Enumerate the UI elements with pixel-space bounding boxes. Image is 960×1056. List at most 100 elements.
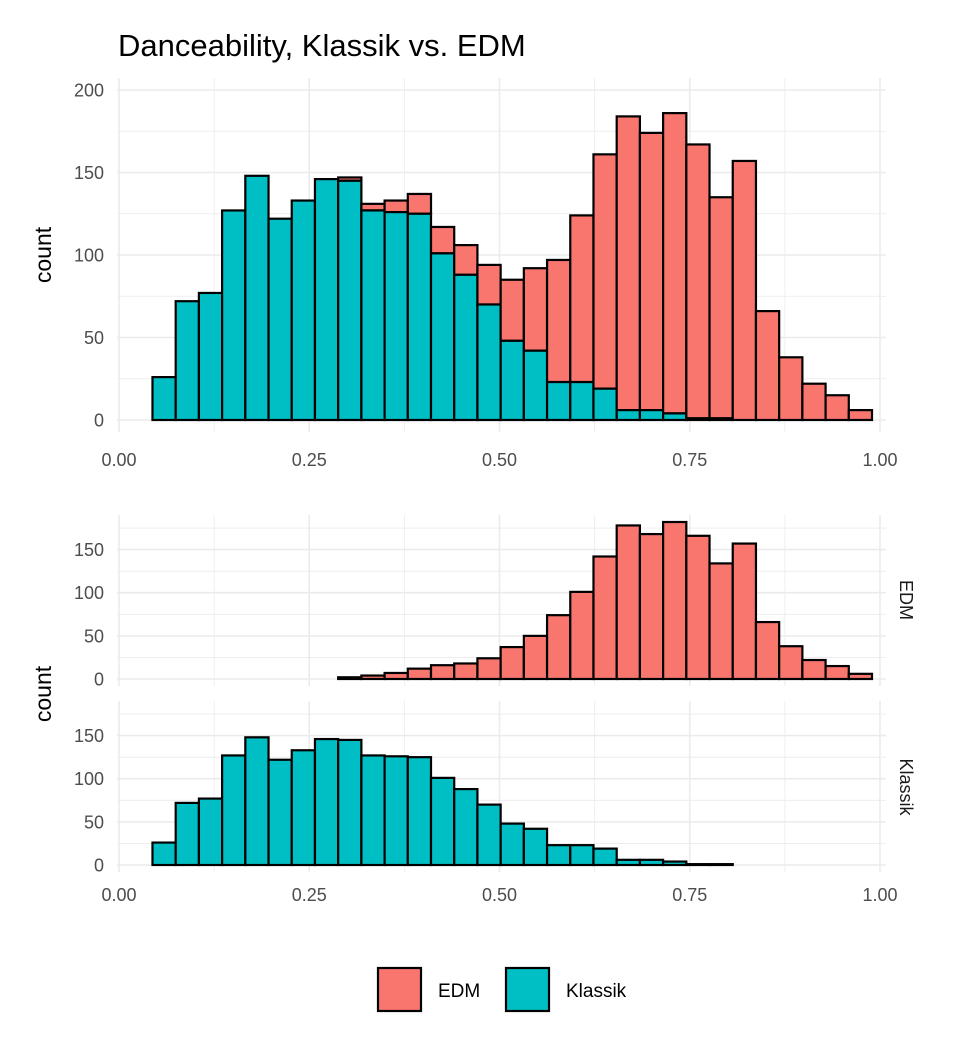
bar-klassik-stacked (453, 273, 479, 422)
bar-klassik (360, 754, 386, 867)
bar-edm-stacked (499, 278, 525, 342)
bar-edm-stacked (731, 159, 758, 422)
bar-edm (847, 672, 874, 681)
bar-edm-stacked (847, 409, 874, 422)
stacked-panel-y-axis-title: count (30, 226, 56, 283)
bar-klassik (499, 822, 525, 867)
bar-klassik (453, 787, 479, 867)
bar-klassik (545, 844, 572, 867)
bar-klassik-stacked (569, 380, 595, 422)
bar-edm (754, 620, 781, 681)
bar-klassik (476, 803, 502, 867)
x-tick-label: 0.75 (672, 885, 707, 905)
bar-edm (615, 524, 642, 681)
bar-klassik-stacked (337, 179, 363, 422)
y-tick-label: 0 (94, 856, 104, 876)
y-tick-label: 50 (84, 812, 104, 832)
legend-key-edm (376, 966, 423, 1013)
x-tick-label: 0.00 (101, 450, 136, 470)
bar-edm (360, 674, 386, 681)
bar-edm-stacked (476, 263, 502, 306)
bar-klassik-stacked (545, 380, 572, 422)
bar-klassik-stacked (244, 174, 270, 422)
bar-edm-stacked (615, 115, 642, 412)
bar-klassik (429, 776, 456, 867)
edm-facet-bars (337, 520, 874, 681)
bar-klassik-stacked (685, 417, 711, 422)
y-tick-label: 50 (84, 626, 104, 646)
bar-edm-stacked (778, 356, 804, 422)
bar-edm-stacked (406, 192, 433, 215)
bar-edm (662, 520, 688, 681)
bar-klassik-stacked (360, 209, 386, 422)
facet-panel-y-axis-title: count (30, 665, 56, 722)
bar-klassik-stacked (406, 212, 433, 422)
bar-klassik (662, 860, 688, 867)
y-tick-label: 100 (74, 769, 104, 789)
bar-klassik (151, 841, 177, 867)
bar-klassik-stacked (708, 417, 734, 422)
bar-klassik (313, 737, 340, 867)
bar-edm-stacked (453, 244, 479, 276)
klassik-facet-strip-label: Klassik (896, 758, 916, 816)
bar-edm (824, 664, 850, 681)
y-tick-label: 150 (74, 540, 104, 560)
bar-edm-stacked (545, 258, 572, 384)
bar-klassik (221, 754, 247, 867)
y-tick-label: 150 (74, 726, 104, 746)
bar-klassik (267, 758, 293, 867)
bar-klassik (615, 858, 642, 867)
y-tick-label: 100 (74, 583, 104, 603)
bar-klassik (174, 801, 201, 867)
bar-edm-stacked (638, 131, 665, 412)
bar-edm (731, 542, 758, 681)
bar-edm (638, 532, 665, 681)
bar-edm-stacked (685, 143, 711, 420)
bar-klassik (592, 847, 618, 867)
bar-klassik-stacked (429, 252, 456, 422)
bar-klassik-stacked (221, 209, 247, 422)
stacked-panel-y-ticks: 0 50 100 150 200 (74, 81, 104, 431)
bar-edm (406, 667, 433, 681)
edm-facet-y-ticks: 0 50 100 150 (74, 540, 104, 689)
x-tick-label: 0.75 (672, 450, 707, 470)
bar-edm (429, 664, 456, 681)
y-tick-label: 200 (74, 81, 104, 101)
bar-edm (522, 634, 549, 681)
bar-edm (778, 645, 804, 681)
bar-klassik (244, 736, 270, 867)
stacked-panel-bars (151, 111, 874, 422)
x-tick-label: 0.00 (101, 885, 136, 905)
x-tick-label: 0.50 (482, 885, 517, 905)
bar-edm (499, 645, 525, 681)
bar-edm (685, 534, 711, 681)
bar-edm-stacked (708, 196, 734, 420)
bar-klassik-stacked (313, 178, 340, 422)
bar-edm-stacked (522, 267, 549, 352)
bar-klassik (569, 844, 595, 867)
y-tick-label: 50 (84, 328, 104, 348)
bar-edm-stacked (569, 214, 595, 384)
bar-klassik (685, 863, 711, 867)
bar-klassik (290, 749, 317, 867)
bar-edm (801, 658, 827, 681)
y-tick-label: 100 (74, 246, 104, 266)
y-tick-label: 0 (94, 670, 104, 690)
x-tick-label: 0.50 (482, 450, 517, 470)
bar-klassik-stacked (267, 217, 293, 422)
bar-klassik-stacked (290, 199, 317, 422)
bar-edm (708, 562, 734, 681)
bar-edm (569, 590, 595, 681)
legend-label-klassik: Klassik (566, 981, 627, 1002)
edm-facet-grid (117, 515, 886, 686)
bar-klassik (708, 863, 734, 867)
stacked-panel-x-ticks: 0.00 0.25 0.50 0.75 1.00 (101, 450, 897, 470)
bar-klassik (638, 858, 665, 867)
bar-klassik-stacked (383, 211, 409, 422)
bar-klassik-stacked (592, 387, 618, 422)
x-tick-label: 0.25 (292, 885, 327, 905)
x-tick-label: 1.00 (862, 450, 897, 470)
legend-key-klassik (504, 966, 551, 1013)
bar-klassik-stacked (197, 291, 224, 422)
